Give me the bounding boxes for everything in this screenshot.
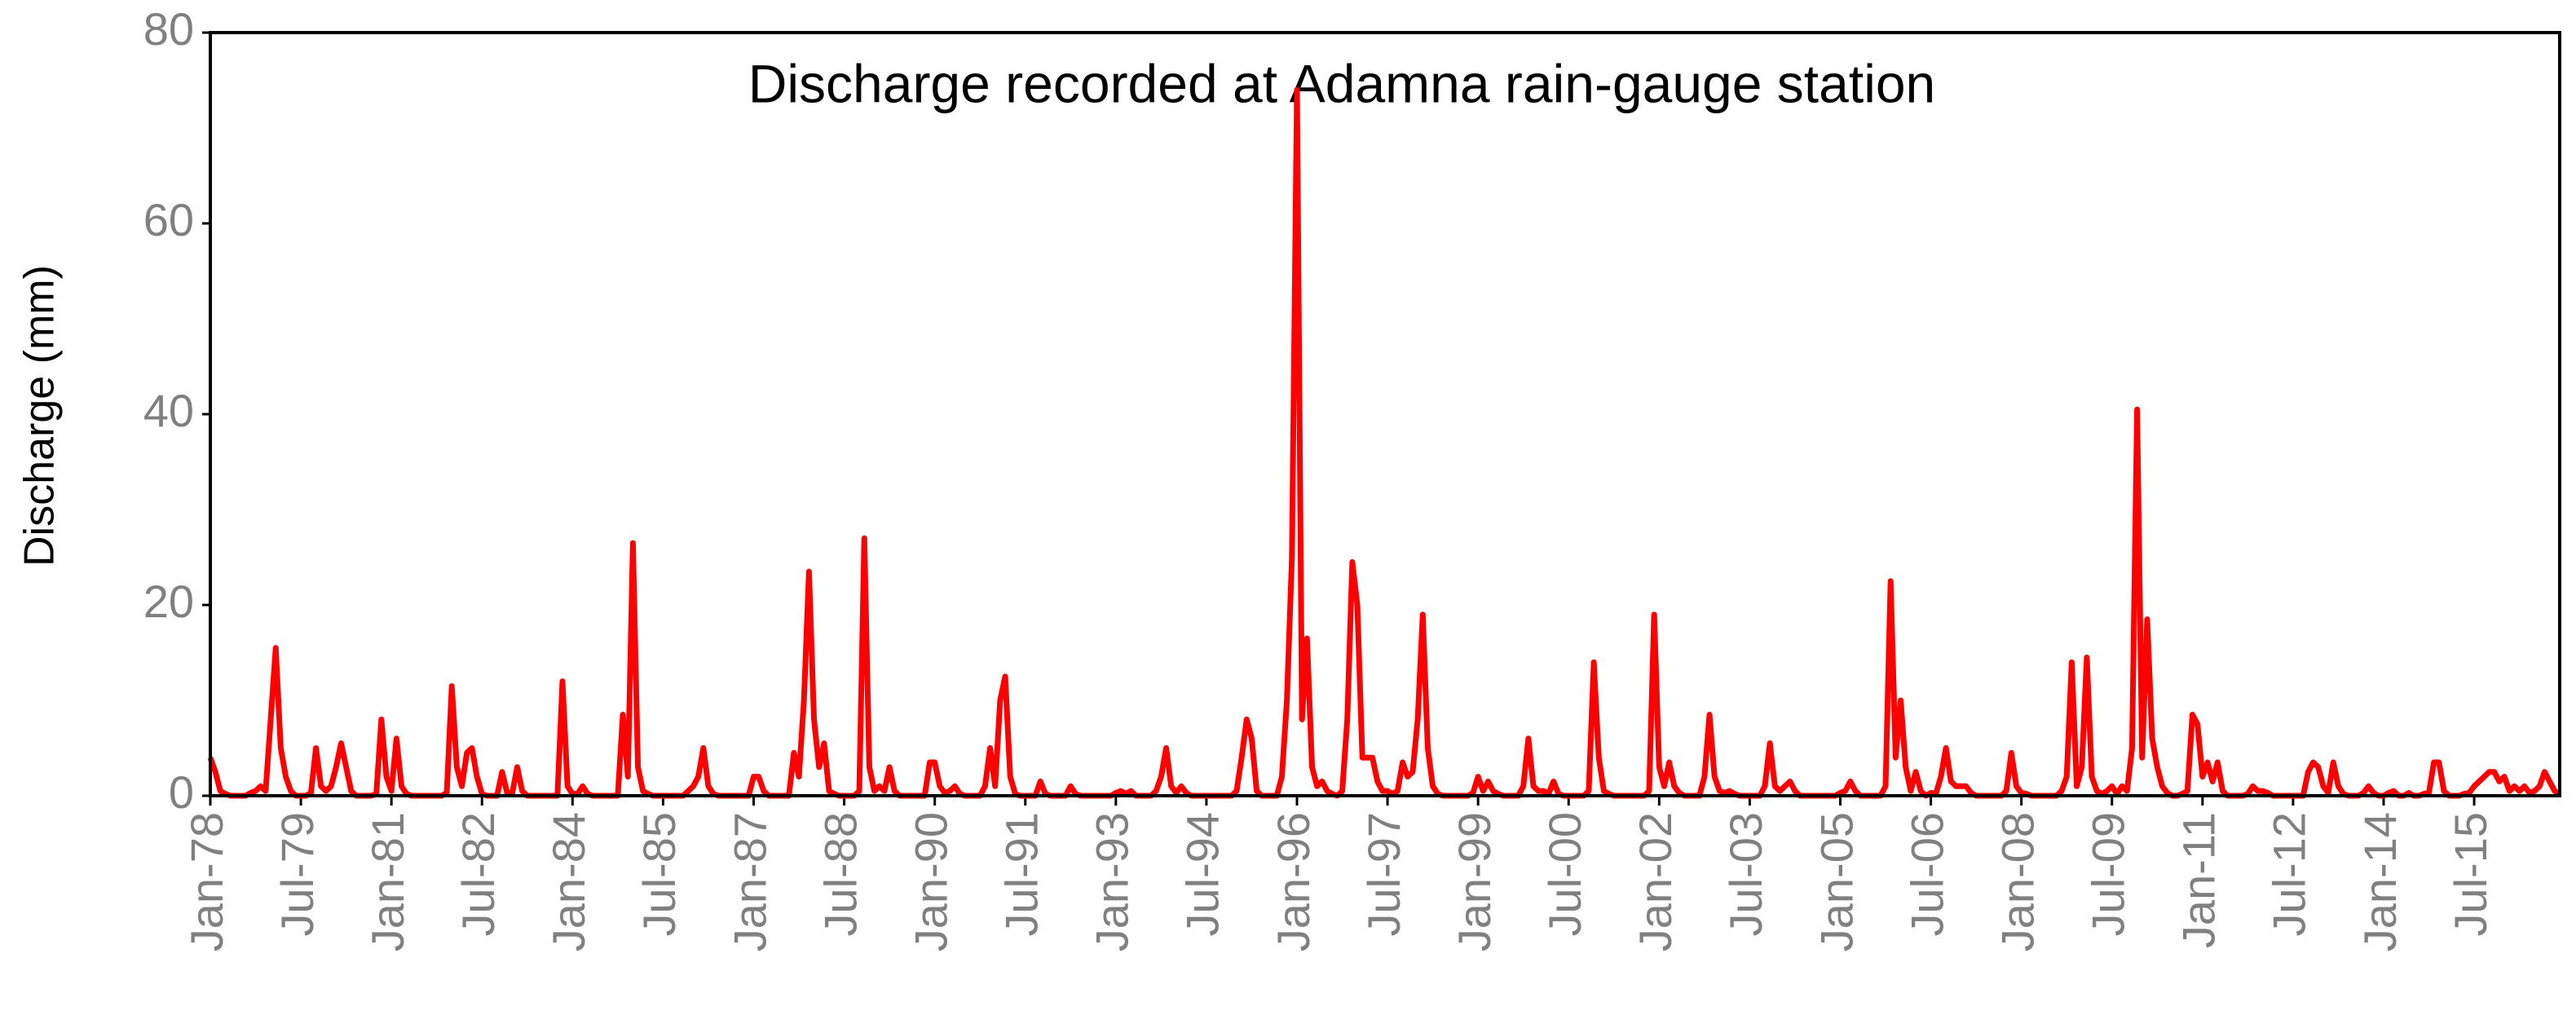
x-tick-label: Jan-14 <box>2354 812 2406 951</box>
x-tick-label: Jan-81 <box>362 812 413 951</box>
x-tick-label: Jul-94 <box>1177 812 1228 937</box>
x-tick-label: Jul-06 <box>1901 812 1952 937</box>
plot-border <box>209 31 2561 797</box>
x-tick-label: Jul-91 <box>996 812 1048 937</box>
y-tick-label: 0 <box>169 766 194 818</box>
x-tick-label: Jan-96 <box>1268 812 1319 951</box>
x-tick-label: Jul-79 <box>271 812 323 937</box>
x-tick-label: Jul-09 <box>2083 812 2134 937</box>
x-tick-label: Jan-84 <box>543 812 594 951</box>
x-tick-label: Jul-88 <box>814 812 866 937</box>
x-tick-label: Jan-90 <box>905 812 956 951</box>
y-tick-label: 40 <box>143 385 194 436</box>
x-tick-label: Jul-15 <box>2445 812 2496 937</box>
x-tick-label: Jan-05 <box>1811 812 1862 951</box>
x-tick-label: Jul-97 <box>1358 812 1409 937</box>
x-tick-label: Jan-99 <box>1449 812 1500 951</box>
chart-title: Discharge recorded at Adamna rain-gauge … <box>748 53 1936 113</box>
x-tick-label: Jan-11 <box>2173 812 2225 948</box>
x-tick-label: Jan-08 <box>1992 812 2043 951</box>
y-tick-label: 60 <box>143 194 194 245</box>
x-tick-label: Jul-12 <box>2264 812 2315 937</box>
x-tick-label: Jul-82 <box>452 812 504 937</box>
x-tick-label: Jan-02 <box>1630 812 1681 951</box>
y-axis-title: Discharge (mm) <box>16 265 64 567</box>
x-tick-label: Jan-93 <box>1087 812 1138 951</box>
y-tick-label: 80 <box>143 3 194 55</box>
x-tick-label: Jul-85 <box>633 812 685 937</box>
y-tick-label: 20 <box>143 576 194 627</box>
x-tick-label: Jul-03 <box>1720 812 1771 937</box>
x-tick-label: Jan-78 <box>181 812 232 951</box>
x-tick-label: Jan-87 <box>724 812 775 951</box>
x-tick-label: Jul-00 <box>1539 812 1590 937</box>
